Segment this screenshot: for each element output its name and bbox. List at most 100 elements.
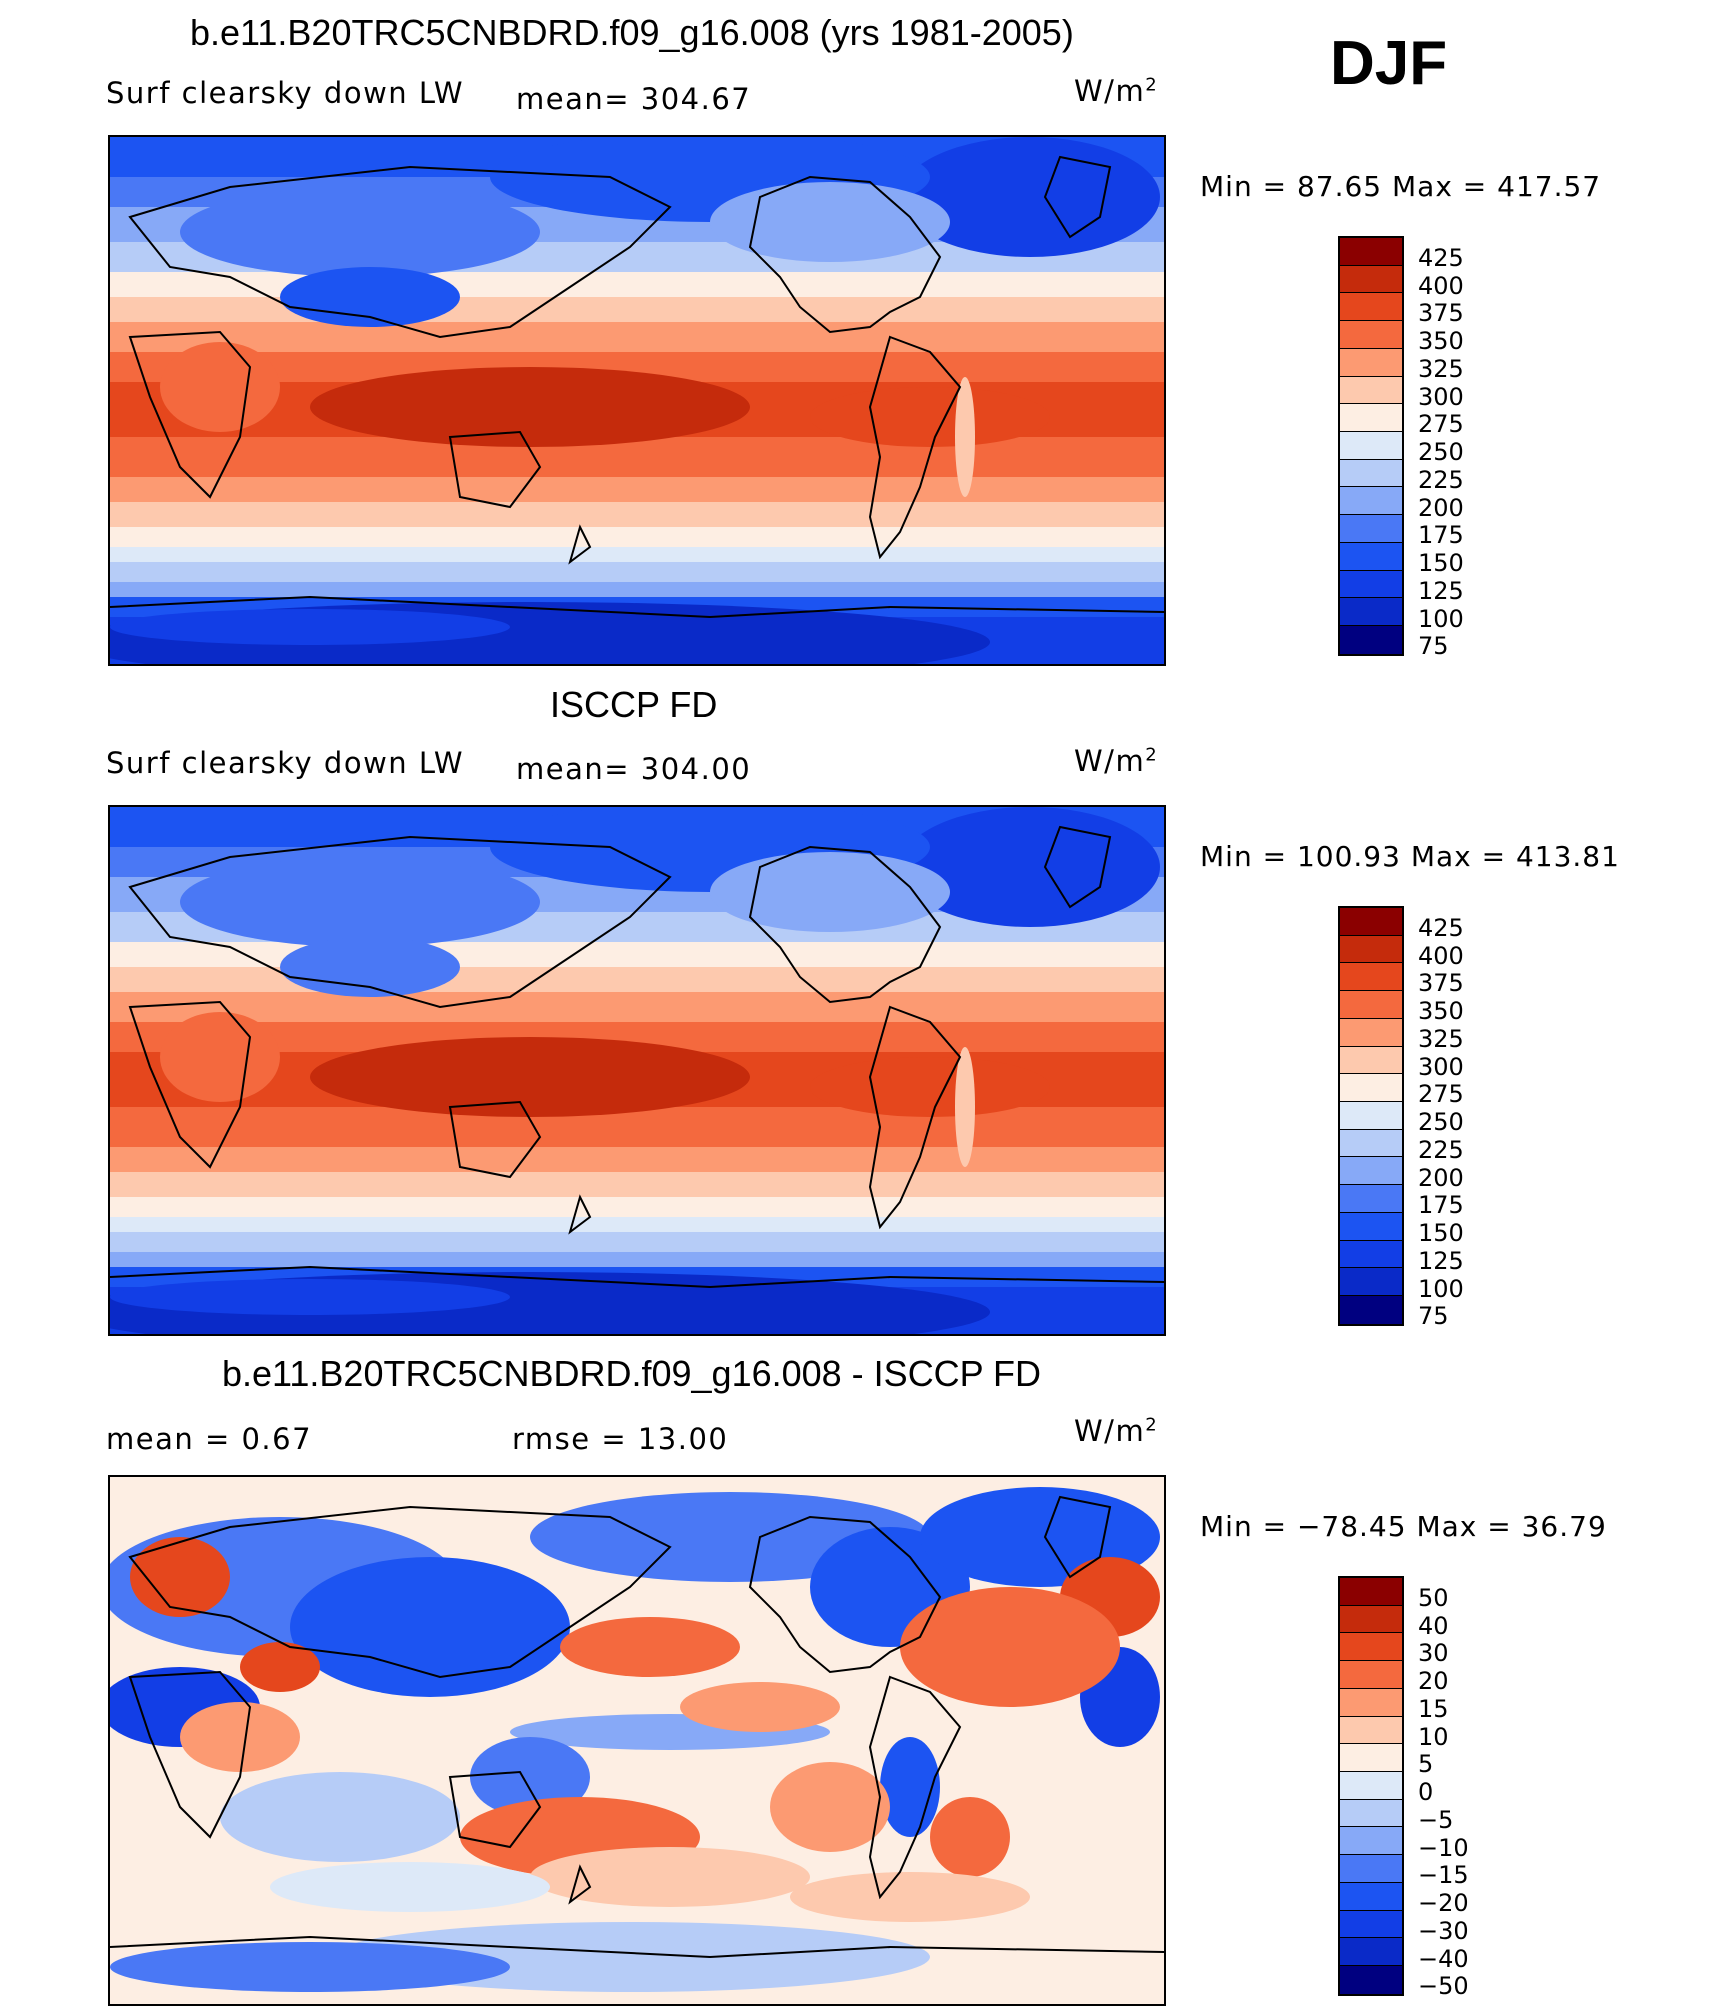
colorbar-segment (1340, 1212, 1402, 1241)
field-cold-region (900, 807, 1160, 927)
field-band (110, 272, 1164, 297)
field-anomaly (930, 1797, 1010, 1877)
field-band (110, 527, 1164, 547)
colorbar-tick-label: 375 (1418, 299, 1464, 328)
colorbar-tick-label: 200 (1418, 1163, 1464, 1192)
colorbar-segment (1340, 293, 1402, 322)
colorbar-segment (1340, 598, 1402, 627)
field-band (110, 582, 1164, 597)
colorbar-segment (1340, 1938, 1402, 1967)
colorbar-tick-label: 5 (1418, 1750, 1434, 1779)
colorbar-segment (1340, 1578, 1402, 1606)
colorbar-segment (1340, 1046, 1402, 1075)
field-band (110, 967, 1164, 992)
coastline (128, 165, 672, 339)
colorbar-tick-label: 100 (1418, 1274, 1464, 1303)
colorbar-tick-label: 225 (1418, 1135, 1464, 1164)
colorbar-segment (1340, 515, 1402, 543)
field-anomaly (560, 1617, 740, 1677)
field-anomaly (240, 1642, 320, 1692)
colorbar-tick-label: −10 (1418, 1833, 1469, 1862)
colorbar-tick-label: −15 (1418, 1861, 1469, 1890)
colorbar-segment (1340, 321, 1402, 349)
field-antarctic (110, 609, 510, 645)
colorbar-segment (1340, 1074, 1402, 1103)
colorbar-tick-label: 300 (1418, 1052, 1464, 1081)
coastline (1043, 1495, 1112, 1579)
colorbar-segment (1340, 265, 1402, 294)
colorbar-tick-label: 20 (1418, 1667, 1449, 1696)
panel-2-minmax: Min = 100.93 Max = 413.81 (1200, 840, 1620, 873)
field-band (110, 1217, 1164, 1232)
colorbar-segment (1340, 1102, 1402, 1130)
coastline (568, 1194, 592, 1235)
coastline (868, 1675, 962, 1900)
coastline (748, 1515, 942, 1674)
colorbar-segment (1340, 626, 1402, 654)
coastline (1043, 155, 1112, 239)
colorbar-segment (1340, 1268, 1402, 1297)
colorbar-tick-label: 100 (1418, 604, 1464, 633)
colorbar-tick-label: 150 (1418, 1219, 1464, 1248)
colorbar-segment (1340, 1129, 1402, 1158)
field-cold-region (180, 187, 540, 277)
colorbar-tick-label: 425 (1418, 914, 1464, 942)
colorbar-segment (1340, 1744, 1402, 1773)
field-cold-region (900, 137, 1160, 257)
colorbar-tick-label: 10 (1418, 1722, 1449, 1751)
colorbar-tick-label: 175 (1418, 1191, 1464, 1220)
field-cold-region (710, 852, 950, 932)
field-warm-region (810, 387, 1050, 447)
colorbar-segment (1340, 376, 1402, 405)
panel-1-map (108, 135, 1166, 666)
panel-2-colorbar (1338, 906, 1404, 1326)
colorbar-tick-label: 250 (1418, 1108, 1464, 1137)
field-band (110, 502, 1164, 527)
colorbar-segment (1340, 1661, 1402, 1689)
colorbar-tick-label: 125 (1418, 576, 1464, 605)
season-label: DJF (1330, 29, 1448, 98)
coastline (110, 595, 1164, 619)
colorbar-segment (1340, 1185, 1402, 1213)
panel-1-mean: mean= 304.67 (516, 82, 752, 116)
colorbar-tick-label: −20 (1418, 1889, 1469, 1918)
colorbar-tick-label: 75 (1418, 632, 1449, 661)
colorbar-segment (1340, 1966, 1402, 1994)
colorbar-segment (1340, 348, 1402, 377)
field-anomaly (130, 1537, 230, 1617)
colorbar-segment (1340, 935, 1402, 964)
field-anomaly (110, 1942, 510, 1992)
coastline (868, 1005, 962, 1230)
colorbar-tick-label: 15 (1418, 1694, 1449, 1723)
field-band (110, 942, 1164, 967)
field-anomaly (180, 1702, 300, 1772)
colorbar-segment (1340, 542, 1402, 571)
coastline (128, 1670, 252, 1839)
panel-3-minmax: Min = −78.45 Max = 36.79 (1200, 1510, 1607, 1543)
colorbar-segment (1340, 1633, 1402, 1662)
coastline (448, 430, 542, 509)
field-band (110, 1232, 1164, 1252)
field-band (110, 1197, 1164, 1217)
panel-2-mean: mean= 304.00 (516, 752, 752, 786)
colorbar-segment (1340, 963, 1402, 992)
colorbar-tick-label: 175 (1418, 521, 1464, 550)
field-anomaly (470, 1737, 590, 1817)
colorbar-segment (1340, 1910, 1402, 1939)
colorbar-segment (1340, 1688, 1402, 1717)
panel-1-coastlines (110, 155, 1164, 619)
field-band (110, 1107, 1164, 1147)
colorbar-segment (1340, 459, 1402, 488)
coastline (128, 1505, 672, 1679)
colorbar-tick-label: 400 (1418, 271, 1464, 300)
coastline (448, 1100, 542, 1179)
colorbar-tick-label: 0 (1418, 1778, 1434, 1807)
panel-3-coastlines (110, 1495, 1164, 1959)
panel-2-coastlines (110, 825, 1164, 1289)
field-cool-strip (955, 1047, 975, 1167)
coastline (748, 175, 942, 334)
colorbar-segment (1340, 1772, 1402, 1800)
panel-2-variable: Surf clearsky down LW (106, 746, 465, 780)
coastline (748, 845, 942, 1004)
coastline (128, 1000, 252, 1169)
